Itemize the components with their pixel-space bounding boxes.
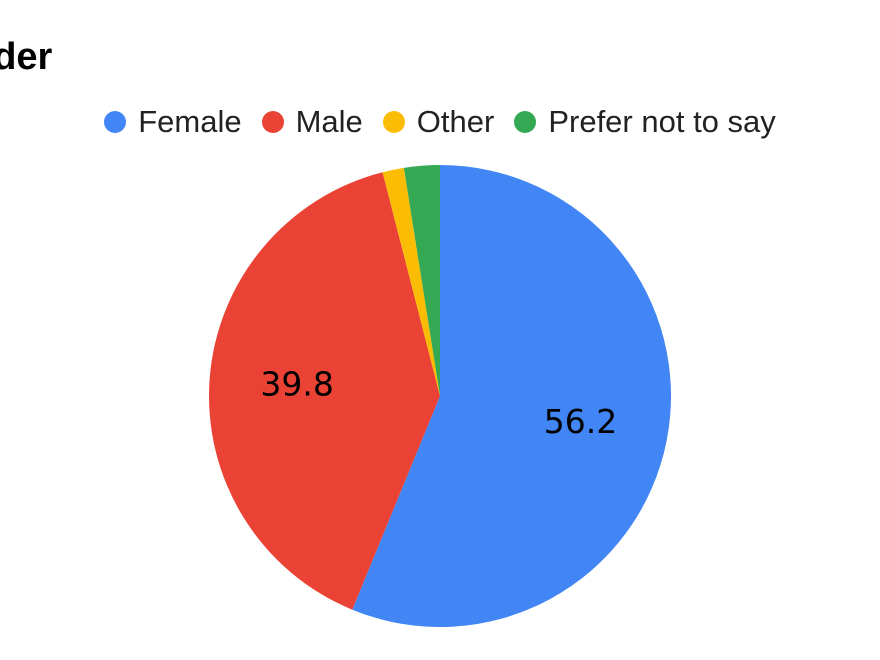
pie-slice-prefer-not-to-say [403, 165, 440, 396]
pie-slice-other [382, 167, 440, 396]
chart-title: nder [0, 36, 53, 78]
legend-swatch-male [261, 111, 284, 133]
legend-item-male: Male [261, 104, 363, 140]
legend-item-other: Other [382, 104, 495, 140]
legend-swatch-female [104, 111, 127, 133]
legend-item-female: Female [104, 104, 242, 140]
legend-label-other: Other [416, 104, 495, 139]
legend-swatch-prefer-not-to-say [514, 111, 537, 133]
legend-label-female: Female [138, 104, 242, 139]
pie-slice-male [209, 172, 440, 610]
legend-swatch-other [382, 111, 405, 133]
slice-label-male: 39.8 [260, 365, 333, 404]
chart-legend: Female Male Other Prefer not to say [0, 104, 880, 140]
legend-item-prefer-not-to-say: Prefer not to say [514, 104, 776, 140]
slice-label-female: 56.2 [544, 402, 617, 441]
legend-label-prefer-not-to-say: Prefer not to say [548, 104, 776, 139]
pie-slice-female [352, 165, 672, 627]
legend-label-male: Male [295, 104, 363, 139]
